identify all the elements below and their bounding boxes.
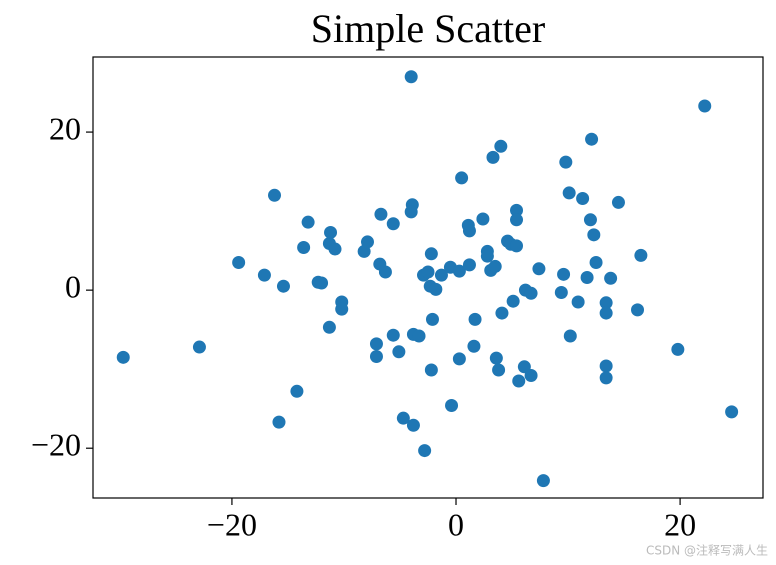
point xyxy=(599,296,613,310)
point xyxy=(563,329,577,343)
point xyxy=(611,195,625,209)
y-tick-label: 20 xyxy=(49,110,81,146)
point xyxy=(583,213,597,227)
point xyxy=(386,217,400,231)
point xyxy=(455,171,469,185)
point xyxy=(424,247,438,261)
point xyxy=(425,312,439,326)
point xyxy=(452,264,466,278)
point xyxy=(369,337,383,351)
point xyxy=(257,268,271,282)
chart-title: Simple Scatter xyxy=(311,6,545,51)
point xyxy=(232,255,246,269)
point xyxy=(404,70,418,84)
point xyxy=(335,302,349,316)
point xyxy=(445,399,459,413)
point xyxy=(272,415,286,429)
x-tick-label: 0 xyxy=(448,506,464,542)
point xyxy=(585,132,599,146)
point xyxy=(725,405,739,419)
point xyxy=(297,240,311,254)
point xyxy=(512,374,526,388)
point xyxy=(554,286,568,300)
point xyxy=(536,474,550,488)
point xyxy=(698,99,712,113)
point xyxy=(386,328,400,342)
point xyxy=(562,186,576,200)
point xyxy=(452,352,466,366)
point xyxy=(524,369,538,382)
point xyxy=(116,350,130,364)
point xyxy=(580,271,594,284)
point xyxy=(604,271,618,285)
point xyxy=(328,242,342,256)
point xyxy=(492,363,506,377)
point xyxy=(489,351,503,365)
point xyxy=(192,340,206,354)
point xyxy=(524,286,538,300)
point xyxy=(369,350,383,364)
point xyxy=(418,444,432,458)
point xyxy=(476,212,490,226)
point xyxy=(510,203,524,217)
point xyxy=(510,239,524,253)
point xyxy=(290,384,304,398)
y-tick-label: 0 xyxy=(65,268,81,304)
point xyxy=(599,359,613,373)
point xyxy=(315,276,329,290)
point xyxy=(378,265,392,279)
point xyxy=(429,282,443,296)
x-tick-label: 20 xyxy=(664,506,696,542)
point xyxy=(571,295,585,309)
point xyxy=(360,235,374,249)
point xyxy=(467,339,481,353)
point xyxy=(599,371,613,385)
point xyxy=(510,213,524,227)
point xyxy=(634,248,648,262)
point xyxy=(392,345,406,359)
point xyxy=(589,255,603,269)
point xyxy=(631,303,645,317)
point xyxy=(486,150,500,164)
point xyxy=(404,205,418,219)
point xyxy=(462,258,476,272)
point xyxy=(480,249,494,263)
point xyxy=(301,215,315,229)
watermark: CSDN @注释写满人生 xyxy=(646,543,768,558)
point xyxy=(599,306,613,320)
point xyxy=(434,268,448,282)
point xyxy=(557,267,571,281)
point xyxy=(406,418,420,432)
point xyxy=(468,312,482,326)
point xyxy=(462,224,476,238)
point xyxy=(495,306,509,320)
point xyxy=(276,279,290,293)
point xyxy=(506,294,520,308)
point xyxy=(488,259,502,273)
point xyxy=(587,228,601,242)
point xyxy=(324,225,338,239)
point xyxy=(268,188,282,202)
x-tick-label: −20 xyxy=(207,506,257,542)
plot-frame xyxy=(92,56,764,499)
y-tick-label: −20 xyxy=(31,427,81,463)
point xyxy=(396,411,410,425)
point xyxy=(576,191,590,205)
point xyxy=(559,155,573,169)
point xyxy=(671,342,685,356)
point xyxy=(424,363,438,377)
point xyxy=(532,262,546,276)
point xyxy=(421,265,435,279)
point xyxy=(374,207,388,221)
point xyxy=(412,329,426,343)
point xyxy=(322,320,336,334)
point xyxy=(494,139,508,153)
